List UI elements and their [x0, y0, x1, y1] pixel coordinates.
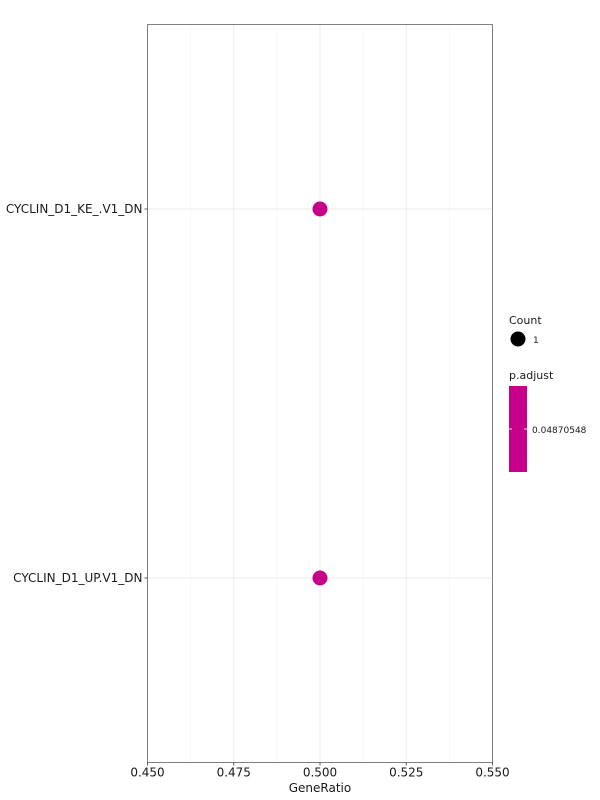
- data-points: [312, 201, 328, 586]
- x-tick-label: 0.475: [217, 766, 251, 780]
- y-axis: CYCLIN_D1_KE_.V1_DN CYCLIN_D1_UP.V1_DN: [6, 202, 148, 585]
- legend-count: Count 1: [509, 314, 542, 347]
- x-axis: 0.450 0.475 0.500 0.525 0.550: [130, 762, 510, 780]
- y-tick-label: CYCLIN_D1_KE_.V1_DN: [6, 202, 143, 216]
- x-axis-title: GeneRatio: [289, 781, 351, 795]
- legend-count-title: Count: [509, 314, 542, 327]
- legend-padjust-label: 0.04870548: [532, 426, 587, 436]
- x-tick-label: 0.525: [389, 766, 423, 780]
- data-point: [312, 570, 328, 586]
- x-tick-label: 0.500: [303, 766, 337, 780]
- y-tick-label: CYCLIN_D1_UP.V1_DN: [13, 571, 142, 585]
- legend-padjust: p.adjust 0.04870548: [509, 369, 587, 472]
- legend-count-label: 1: [533, 336, 539, 346]
- data-point: [312, 201, 328, 217]
- legend-padjust-title: p.adjust: [509, 369, 554, 382]
- grid-lines: [147, 24, 493, 763]
- x-tick-label: 0.550: [475, 766, 509, 780]
- legend-count-dot: [510, 331, 526, 347]
- x-tick-label: 0.450: [130, 766, 164, 780]
- legend-colorbar: [509, 386, 527, 472]
